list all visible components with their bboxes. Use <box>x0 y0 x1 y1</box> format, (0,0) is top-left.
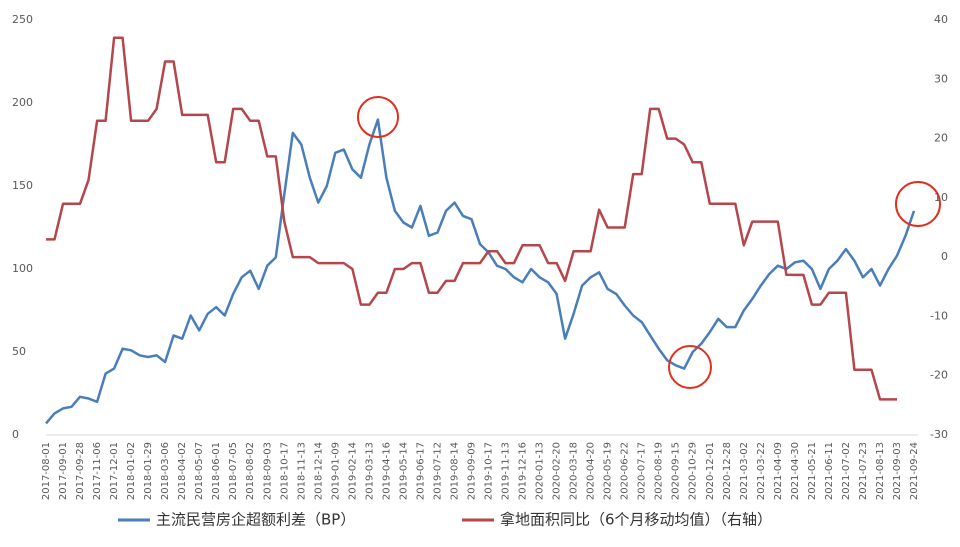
x-tick-label: 2021-05-21 <box>807 442 818 500</box>
y-tick-label: 50 <box>12 345 26 358</box>
y2-tick-label: 0 <box>941 250 948 263</box>
x-tick-label: 2020-06-22 <box>620 442 631 500</box>
legend-label: 拿地面积同比（6个月移动均值）（右轴） <box>500 511 772 529</box>
x-tick-label: 2020-03-18 <box>569 442 580 500</box>
x-tick-label: 2019-08-14 <box>449 442 460 500</box>
x-tick-label: 2020-05-19 <box>603 442 614 500</box>
y-tick-label: 0 <box>12 428 19 441</box>
x-tick-label: 2019-06-17 <box>415 442 426 500</box>
x-tick-label: 2018-08-02 <box>245 442 256 500</box>
legend-label: 主流民营房企超额利差（BP） <box>156 511 355 529</box>
x-tick-label: 2021-04-30 <box>790 442 801 500</box>
x-tick-label: 2019-02-14 <box>347 442 358 500</box>
x-tick-label: 2018-09-03 <box>262 442 273 500</box>
series-line <box>46 36 897 401</box>
x-tick-label: 2020-09-15 <box>671 442 682 500</box>
x-tick-label: 2019-11-13 <box>501 442 512 500</box>
y-tick-label: 200 <box>12 96 33 109</box>
x-tick-label: 2019-12-16 <box>518 442 529 500</box>
x-tick-label: 2018-01-29 <box>143 442 154 500</box>
x-tick-label: 2021-09-03 <box>892 442 903 500</box>
x-tick-label: 2018-03-06 <box>160 442 171 500</box>
x-tick-label: 2018-07-05 <box>228 442 239 500</box>
x-tick-label: 2019-09-09 <box>466 442 477 500</box>
x-tick-label: 2020-12-28 <box>722 442 733 500</box>
y2-tick-label: -10 <box>930 309 948 322</box>
y-tick-label: 250 <box>12 13 33 26</box>
x-tick-label: 2020-08-19 <box>654 442 665 500</box>
legend: 主流民营房企超额利差（BP） 拿地面积同比（6个月移动均值）（右轴） <box>118 511 772 529</box>
highlight-circle <box>668 345 712 389</box>
y2-tick-label: 30 <box>934 72 948 85</box>
x-tick-label: 2020-01-13 <box>535 442 546 500</box>
x-tick-label: 2021-03-02 <box>739 442 750 500</box>
x-tick-label: 2018-04-02 <box>177 442 188 500</box>
x-tick-label: 2018-10-17 <box>279 442 290 500</box>
x-tick-label: 2021-03-22 <box>756 442 767 500</box>
x-tick-label: 2020-10-29 <box>688 442 699 500</box>
x-tick-label: 2020-07-17 <box>637 442 648 500</box>
plot-area <box>45 36 916 425</box>
x-tick-label: 2018-01-02 <box>126 442 137 500</box>
highlight-circle <box>895 181 941 227</box>
y2-tick-label: 40 <box>934 13 948 26</box>
x-tick-label: 2019-01-09 <box>330 442 341 500</box>
x-tick-label: 2017-11-06 <box>92 442 103 500</box>
x-tick-label: 2020-02-20 <box>552 442 563 500</box>
x-tick-label: 2017-12-01 <box>109 442 120 500</box>
highlight-circle <box>357 96 399 138</box>
x-tick-label: 2017-09-01 <box>58 442 69 500</box>
y2-tick-label: 10 <box>934 191 948 204</box>
y2-tick-label: -20 <box>930 369 948 382</box>
x-tick-label: 2021-09-24 <box>909 442 920 500</box>
y2-tick-label: -30 <box>930 428 948 441</box>
x-tick-label: 2021-07-23 <box>858 442 869 500</box>
x-tick-label: 2021-04-09 <box>773 442 784 500</box>
x-tick-label: 2018-05-07 <box>194 442 205 500</box>
x-tick-label: 2018-12-14 <box>313 442 324 500</box>
x-tick-label: 2021-07-02 <box>841 442 852 500</box>
x-tick-label: 2019-10-17 <box>484 442 495 500</box>
y-tick-label: 100 <box>12 262 33 275</box>
x-tick-label: 2017-09-28 <box>75 442 86 500</box>
x-tick-label: 2020-12-01 <box>705 442 716 500</box>
x-tick-label: 2019-03-13 <box>364 442 375 500</box>
y2-tick-label: 20 <box>934 132 948 145</box>
x-tick-label: 2018-11-13 <box>296 442 307 500</box>
x-tick-label: 2019-05-14 <box>398 442 409 500</box>
x-tick-label: 2021-08-13 <box>875 442 886 500</box>
x-tick-label: 2019-04-16 <box>381 442 392 500</box>
x-tick-label: 2019-07-12 <box>432 442 443 500</box>
x-tick-label: 2021-06-11 <box>824 442 835 500</box>
y-tick-label: 150 <box>12 179 33 192</box>
x-tick-label: 2017-08-01 <box>41 442 52 500</box>
x-tick-label: 2020-04-20 <box>586 442 597 500</box>
x-tick-label: 2018-06-01 <box>211 442 222 500</box>
series-line <box>45 118 916 425</box>
